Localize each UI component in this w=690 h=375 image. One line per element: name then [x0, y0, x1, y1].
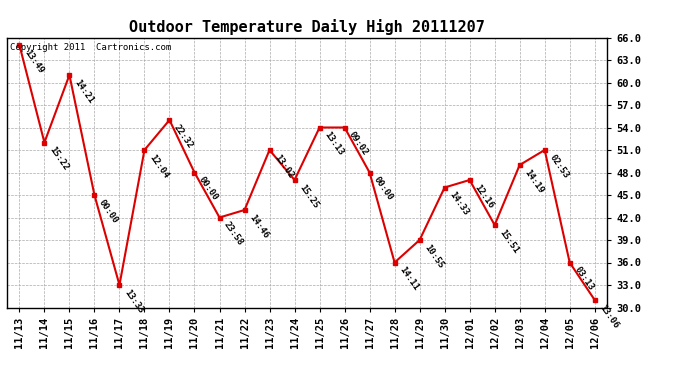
Text: 12:04: 12:04	[147, 153, 170, 180]
Text: 13:02: 13:02	[273, 153, 295, 180]
Text: 13:33: 13:33	[122, 288, 145, 315]
Text: Copyright 2011  Cartronics.com: Copyright 2011 Cartronics.com	[10, 43, 171, 52]
Text: 14:46: 14:46	[247, 213, 270, 240]
Text: 09:02: 09:02	[347, 130, 370, 158]
Text: 00:00: 00:00	[197, 175, 220, 202]
Text: 13:06: 13:06	[598, 303, 620, 330]
Text: 15:25: 15:25	[297, 183, 320, 210]
Text: 22:32: 22:32	[172, 123, 195, 150]
Text: 23:58: 23:58	[222, 220, 245, 248]
Text: 14:11: 14:11	[397, 265, 420, 292]
Text: 02:53: 02:53	[547, 153, 570, 180]
Text: 15:51: 15:51	[497, 228, 520, 255]
Text: 00:00: 00:00	[373, 175, 395, 202]
Text: 15:22: 15:22	[47, 145, 70, 172]
Text: 14:33: 14:33	[447, 190, 470, 217]
Text: 13:49: 13:49	[22, 48, 45, 75]
Text: 14:19: 14:19	[522, 168, 545, 195]
Text: 14:21: 14:21	[72, 78, 95, 105]
Text: 12:16: 12:16	[473, 183, 495, 210]
Text: 03:13: 03:13	[573, 265, 595, 292]
Title: Outdoor Temperature Daily High 20111207: Outdoor Temperature Daily High 20111207	[129, 19, 485, 35]
Text: 00:00: 00:00	[97, 198, 120, 225]
Text: 13:13: 13:13	[322, 130, 345, 158]
Text: 10:55: 10:55	[422, 243, 445, 270]
